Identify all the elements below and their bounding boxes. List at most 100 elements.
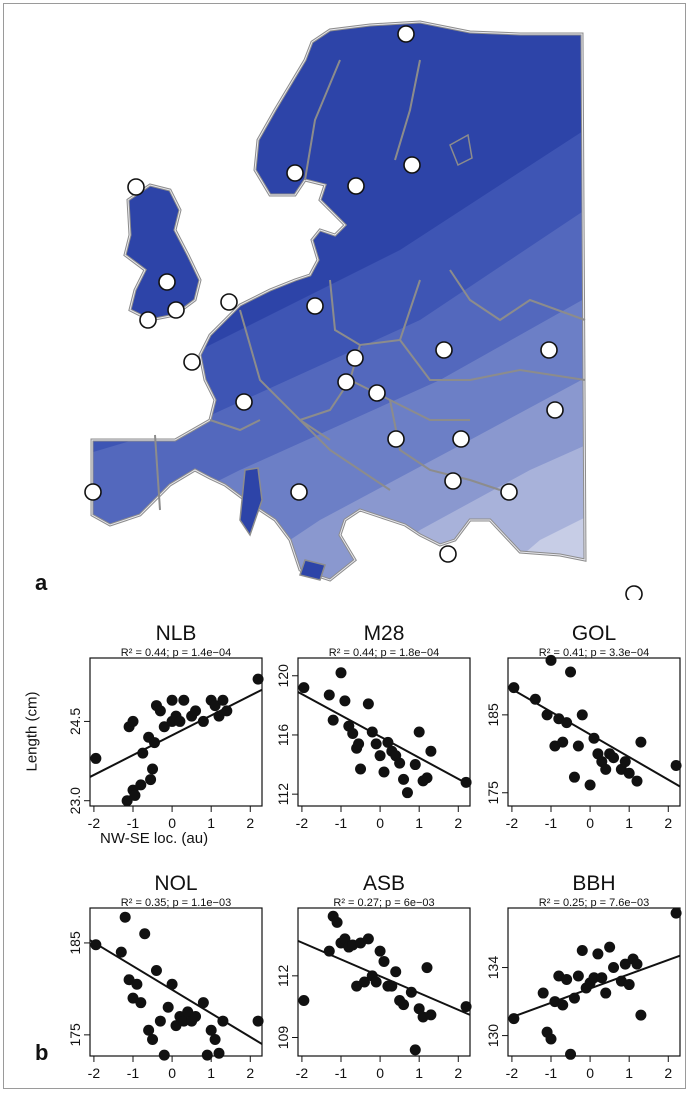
data-point (460, 776, 472, 788)
x-tick-label: -2 (88, 1065, 101, 1081)
x-tick-label: 2 (664, 1065, 672, 1081)
data-point (623, 979, 635, 991)
data-point (370, 738, 382, 750)
x-tick-label: -1 (545, 815, 558, 831)
map-gradient-bands (92, 22, 585, 580)
data-point (608, 962, 620, 974)
x-tick-label: -2 (296, 815, 309, 831)
data-point (592, 948, 604, 960)
data-point (425, 745, 437, 757)
data-point (178, 1015, 190, 1027)
data-point (576, 945, 588, 957)
data-point (298, 995, 310, 1006)
regression-line (89, 688, 263, 778)
x-tick-label: -2 (506, 815, 519, 831)
site-marker (546, 401, 564, 419)
scatter-plot-gol: GOL R² = 0.41; p = 3.3e−04 -2 -1 0 1 2 175 185 (485, 622, 682, 831)
data-point (568, 992, 580, 1004)
data-point (121, 795, 133, 807)
data-point (339, 695, 351, 707)
data-point (378, 766, 390, 778)
data-point (143, 1024, 155, 1036)
x-tick-label: 1 (207, 1065, 215, 1081)
data-point (631, 958, 643, 970)
x-tick-label: 0 (168, 1065, 176, 1081)
plot-title: BBH (572, 872, 615, 895)
data-point (398, 773, 410, 785)
data-point (398, 999, 410, 1011)
data-point (508, 1013, 520, 1025)
x-tick-label: -1 (127, 815, 140, 831)
x-tick-label: -1 (545, 1065, 558, 1081)
site-marker (220, 293, 238, 311)
data-point (588, 732, 600, 744)
x-tick-label: 0 (376, 815, 384, 831)
data-point (409, 759, 421, 771)
scatter-plot-asb: ASB R² = 0.27; p = 6e−03 -2 -1 0 1 2 109 112 (275, 872, 472, 1081)
site-marker (346, 349, 364, 367)
site-marker (387, 430, 405, 448)
x-tick-label: -1 (335, 1065, 348, 1081)
site-marker (84, 483, 102, 501)
x-tick-label: 0 (376, 1065, 384, 1081)
y-tick-label: 112 (275, 783, 291, 806)
data-point (401, 787, 413, 799)
site-marker (139, 311, 157, 329)
data-point (147, 1033, 159, 1045)
y-tick-label: 134 (485, 956, 501, 980)
x-axis-label: NW-SE loc. (au) (100, 830, 209, 847)
data-point (366, 726, 378, 738)
site-marker (435, 341, 453, 359)
data-point (347, 727, 359, 739)
data-point (362, 933, 374, 945)
data-point (358, 976, 370, 988)
data-point (298, 682, 310, 694)
scatter-plot-nlb: NLB R² = 0.44; p = 1.4e−04 -2 -1 0 1 2 23.0 24.5 (67, 622, 264, 831)
data-point (545, 654, 557, 666)
data-point (335, 667, 347, 679)
data-point (374, 945, 386, 957)
plot-frame (507, 907, 681, 1057)
scatter-plot-m28: M28 R² = 0.44; p = 1.8e−04 -2 -1 0 1 2 112 116 12… (275, 622, 472, 831)
data-point (147, 763, 159, 775)
site-marker (127, 178, 145, 196)
plot-stats: R² = 0.27; p = 6e−03 (333, 897, 434, 909)
data-point (584, 779, 596, 791)
plot-frame (507, 657, 681, 807)
y-tick-label: 23.0 (67, 787, 83, 814)
data-point (670, 759, 682, 771)
y-tick-label: 130 (485, 1024, 501, 1048)
data-point (166, 978, 178, 990)
site-marker (306, 297, 324, 315)
site-marker (290, 483, 308, 501)
site-marker (286, 164, 304, 182)
data-point (619, 756, 631, 768)
scatter-plot-nol: NOL R² = 0.35; p = 1.1e−03 -2 -1 0 1 2 175 185 (67, 872, 264, 1081)
y-tick-label: 185 (67, 931, 83, 955)
data-point (131, 978, 143, 990)
data-point (390, 966, 402, 978)
data-point (190, 1010, 202, 1022)
data-point (670, 907, 682, 919)
plot-stats: R² = 0.44; p = 1.4e−04 (121, 647, 231, 659)
site-marker (167, 301, 185, 319)
plot-title: NLB (156, 622, 197, 645)
data-point (576, 709, 588, 721)
data-point (323, 689, 335, 701)
data-point (145, 774, 157, 786)
data-point (127, 715, 139, 727)
scatter-plot-bbh: BBH R² = 0.25; p = 7.6e−03 -2 -1 0 1 2 130 134 (485, 872, 682, 1081)
panel-a-label: a (35, 570, 48, 595)
data-point (209, 700, 221, 712)
data-point (409, 1044, 421, 1056)
plot-title: M28 (364, 622, 405, 645)
data-point (561, 973, 573, 985)
data-point (135, 779, 147, 791)
data-point (137, 747, 149, 759)
site-marker (439, 545, 457, 563)
data-point (139, 928, 151, 940)
site-marker (444, 472, 462, 490)
data-point (154, 705, 166, 717)
data-point (460, 1001, 472, 1013)
y-tick-label: 175 (485, 781, 501, 805)
